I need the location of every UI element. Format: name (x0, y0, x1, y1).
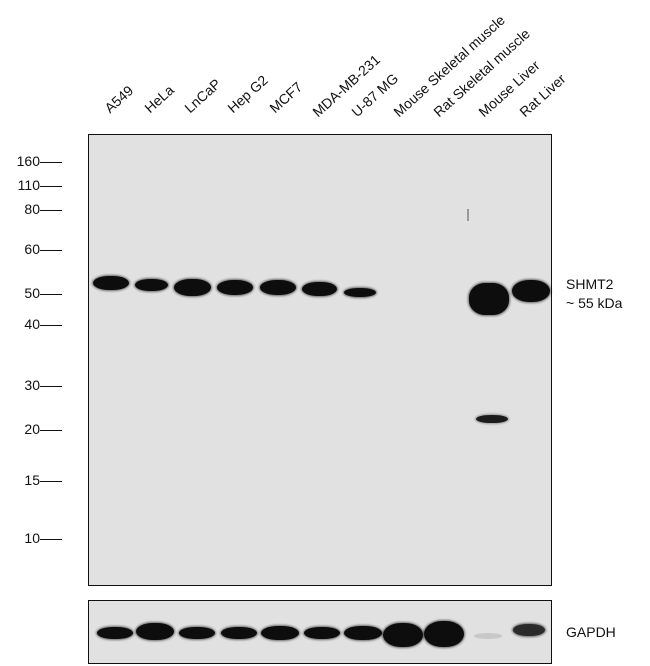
band-gapdh-rat-skeletal-muscle (424, 621, 464, 647)
marker-label-15: 15 (24, 472, 40, 488)
marker-label-20: 20 (24, 421, 40, 437)
lane-label-a549: A549 (101, 82, 137, 116)
band-gapdh-mouse-skeletal-muscle (383, 623, 423, 647)
marker-tick-20 (40, 430, 62, 431)
marker-label-80: 80 (24, 201, 40, 217)
target-protein-size: ~ 55 kDa (566, 295, 623, 311)
band-gapdh-mda-mb-231 (304, 627, 340, 639)
marker-label-60: 60 (24, 241, 40, 257)
blot-artifact-streak (467, 209, 469, 221)
band-shmt2-hepg2 (217, 280, 253, 295)
marker-tick-160 (40, 162, 62, 163)
marker-tick-15 (40, 481, 62, 482)
marker-tick-80 (40, 210, 62, 211)
band-shmt2-a549 (93, 276, 129, 290)
band-gapdh-u87mg (344, 626, 382, 640)
band-gapdh-hepg2 (221, 627, 257, 639)
band-gapdh-hela (136, 623, 174, 640)
marker-label-50: 50 (24, 285, 40, 301)
band-shmt2-mouse-liver-lower (476, 415, 508, 423)
lane-label-hepg2: Hep G2 (224, 71, 271, 116)
marker-tick-10 (40, 539, 62, 540)
band-shmt2-lncap (174, 279, 211, 296)
band-gapdh-rat-liver (513, 624, 545, 636)
marker-tick-50 (40, 294, 62, 295)
band-shmt2-mouse-liver (469, 283, 509, 315)
marker-label-30: 30 (24, 377, 40, 393)
marker-tick-40 (40, 325, 62, 326)
lane-label-mcf7: MCF7 (266, 78, 306, 116)
lane-label-hela: HeLa (141, 81, 177, 116)
target-protein-name: SHMT2 (566, 276, 614, 292)
band-shmt2-rat-liver (512, 280, 550, 302)
marker-tick-110 (40, 186, 62, 187)
band-gapdh-mcf7 (261, 626, 299, 640)
band-shmt2-mcf7 (260, 280, 296, 295)
band-shmt2-u87mg (344, 288, 376, 297)
marker-tick-60 (40, 250, 62, 251)
band-shmt2-mda-mb-231 (302, 282, 337, 296)
band-gapdh-a549 (97, 627, 133, 639)
band-gapdh-mouse-liver (474, 633, 502, 639)
shmt2-blot-panel (88, 134, 552, 586)
marker-label-110: 110 (17, 177, 40, 193)
band-shmt2-hela (135, 279, 168, 291)
lane-label-lncap: LnCaP (181, 75, 224, 116)
band-gapdh-lncap (179, 627, 215, 639)
marker-label-40: 40 (24, 316, 40, 332)
loading-control-name: GAPDH (566, 624, 616, 640)
marker-tick-30 (40, 386, 62, 387)
marker-label-160: 160 (16, 153, 40, 169)
gapdh-blot-panel (88, 600, 552, 664)
marker-label-10: 10 (24, 530, 40, 546)
